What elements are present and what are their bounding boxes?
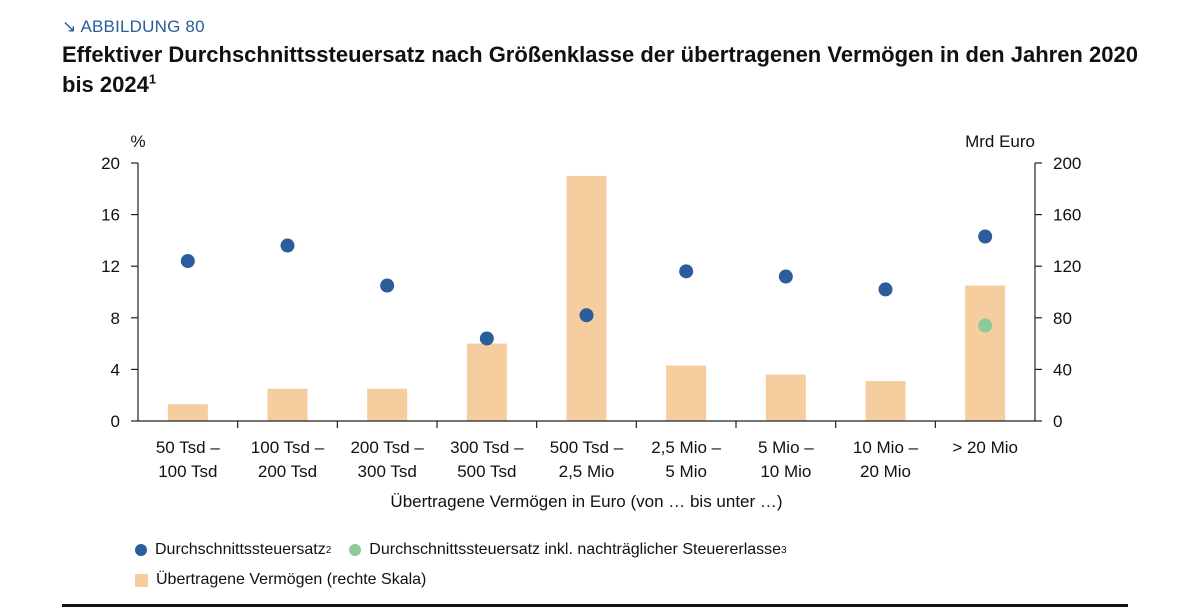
x-tick-label: 100 Tsd bbox=[158, 462, 217, 481]
bar-4 bbox=[466, 343, 507, 421]
figure-number: ABBILDUNG 80 bbox=[80, 17, 205, 36]
title-footnote: 1 bbox=[148, 71, 157, 87]
bar-9 bbox=[965, 285, 1006, 421]
x-axis-label: Übertragene Vermögen in Euro (von … bis … bbox=[390, 492, 782, 511]
right-tick-label: 120 bbox=[1053, 257, 1081, 276]
left-tick-label: 16 bbox=[101, 206, 120, 225]
bar-8 bbox=[865, 381, 906, 421]
left-tick-label: 4 bbox=[111, 360, 120, 379]
legend-label-avg-rate-incl: Durchschnittssteuersatz inkl. nachträgli… bbox=[369, 541, 782, 558]
avg-rate-incl-point-9 bbox=[978, 318, 993, 333]
bottom-rule bbox=[62, 604, 1128, 607]
arrow-down-right-icon: ↘ bbox=[62, 17, 77, 36]
x-tick-label: 300 Tsd – bbox=[450, 438, 524, 457]
x-tick-label: 300 Tsd bbox=[358, 462, 417, 481]
legend-item-avg-rate-incl: Durchschnittssteuersatz inkl. nachträgli… bbox=[349, 541, 787, 559]
left-tick-label: 20 bbox=[101, 154, 120, 173]
legend-marker-assets bbox=[135, 573, 148, 587]
left-tick-label: 8 bbox=[111, 309, 120, 328]
legend: Durchschnittssteuersatz 2 Durchschnittsst… bbox=[135, 535, 805, 595]
right-tick-label: 200 bbox=[1053, 154, 1081, 173]
bar-7 bbox=[765, 374, 806, 421]
x-tick-label: 5 Mio bbox=[665, 462, 707, 481]
avg-rate-point-8 bbox=[878, 282, 893, 297]
x-tick-label: 200 Tsd – bbox=[350, 438, 424, 457]
left-tick-label: 0 bbox=[111, 412, 120, 431]
bar-5 bbox=[566, 175, 607, 421]
bar-3 bbox=[367, 388, 408, 421]
legend-marker-avg-rate-incl bbox=[349, 544, 362, 556]
x-tick-label: 500 Tsd – bbox=[550, 438, 624, 457]
avg-rate-point-4 bbox=[479, 331, 494, 346]
chart-title-text: Effektiver Durchschnittssteuersatz nach … bbox=[62, 42, 1138, 97]
right-tick-label: 80 bbox=[1053, 309, 1072, 328]
legend-footnote-avg-rate: 2 bbox=[325, 544, 332, 556]
left-tick-label: 12 bbox=[101, 257, 120, 276]
figure-kicker: ↘ ABBILDUNG 80 bbox=[62, 17, 205, 37]
left-axis-unit: % bbox=[130, 132, 145, 151]
bar-6 bbox=[666, 365, 707, 421]
x-tick-label: 200 Tsd bbox=[258, 462, 317, 481]
x-tick-label: 20 Mio bbox=[860, 462, 911, 481]
x-tick-label: 10 Mio bbox=[760, 462, 811, 481]
avg-rate-point-2 bbox=[280, 238, 295, 253]
legend-marker-avg-rate bbox=[135, 544, 147, 556]
right-axis-unit: Mrd Euro bbox=[965, 132, 1035, 151]
x-tick-label: 10 Mio – bbox=[853, 438, 919, 457]
x-tick-label: > 20 Mio bbox=[952, 438, 1018, 457]
right-tick-label: 0 bbox=[1053, 412, 1062, 431]
legend-label-avg-rate: Durchschnittssteuersatz bbox=[155, 541, 326, 558]
x-tick-label: 100 Tsd – bbox=[251, 438, 325, 457]
legend-row-2: Übertragene Vermögen (rechte Skala) bbox=[135, 565, 805, 595]
avg-rate-point-6 bbox=[679, 264, 694, 279]
avg-rate-point-5 bbox=[579, 308, 594, 323]
legend-row-1: Durchschnittssteuersatz 2 Durchschnittsst… bbox=[135, 535, 805, 565]
chart-title: Effektiver Durchschnittssteuersatz nach … bbox=[62, 40, 1142, 100]
x-tick-label: 2,5 Mio bbox=[559, 462, 615, 481]
legend-label-assets: Übertragene Vermögen (rechte Skala) bbox=[156, 571, 427, 588]
x-tick-label: 500 Tsd bbox=[457, 462, 516, 481]
right-tick-label: 40 bbox=[1053, 360, 1072, 379]
x-tick-label: 2,5 Mio – bbox=[651, 438, 721, 457]
legend-footnote-avg-rate-incl: 3 bbox=[781, 544, 787, 556]
right-tick-label: 160 bbox=[1053, 206, 1081, 225]
bar-1 bbox=[167, 404, 208, 421]
bar-2 bbox=[267, 388, 308, 421]
x-tick-label: 5 Mio – bbox=[758, 438, 814, 457]
avg-rate-point-1 bbox=[180, 254, 195, 269]
avg-rate-point-9 bbox=[978, 229, 993, 244]
avg-rate-point-3 bbox=[380, 278, 395, 293]
legend-item-avg-rate: Durchschnittssteuersatz 2 bbox=[135, 541, 331, 559]
x-tick-label: 50 Tsd – bbox=[156, 438, 221, 457]
avg-rate-point-7 bbox=[778, 269, 793, 284]
legend-item-assets: Übertragene Vermögen (rechte Skala) bbox=[135, 571, 426, 589]
